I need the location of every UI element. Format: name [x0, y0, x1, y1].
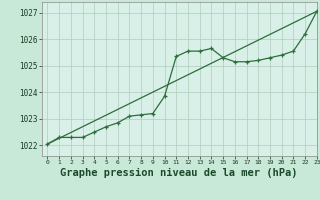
X-axis label: Graphe pression niveau de la mer (hPa): Graphe pression niveau de la mer (hPa) [60, 168, 298, 178]
